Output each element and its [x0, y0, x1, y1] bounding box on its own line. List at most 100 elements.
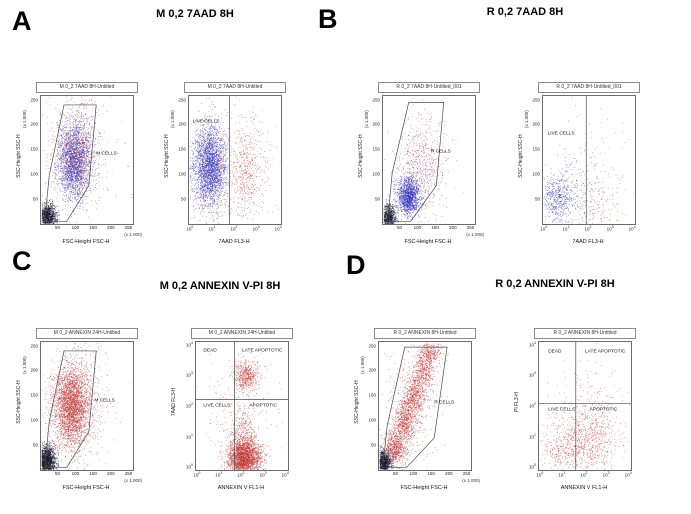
y-axis-ticks: 50 100 150 200 250 — [171, 95, 187, 223]
x-axis-ticks: 50 100 150 200 250 — [40, 225, 132, 232]
plot-box-title: M 0_2 7AAD 8H-Untitled — [184, 82, 286, 93]
gate-label: R CELLS — [430, 149, 451, 155]
plot-box-title: R 0_2 ANNEXIN 8H-Untitled — [534, 328, 636, 339]
axis-tick: 104 — [274, 225, 282, 232]
quad-label-live-cells: LIVE CELLS — [203, 403, 231, 409]
axis-tick: 50 — [54, 225, 60, 230]
axis-tick: 103 — [259, 471, 267, 478]
axis-tick: 100 — [529, 463, 536, 470]
panel-title-c: M 0,2 ANNEXIN V-PI 8H — [159, 280, 281, 292]
axis-tick: 100 — [409, 471, 418, 476]
quad-label-dead: DEAD — [548, 349, 562, 355]
axis-tick: 100 — [372, 171, 380, 177]
axis-tick: 104 — [281, 471, 289, 478]
axis-tick: 250 — [30, 343, 38, 349]
quad-label-late-apoptotic: LATE APOPTOTIC — [585, 349, 626, 355]
axis-tick: 103 — [252, 225, 260, 232]
plot-area: R CELLS — [378, 341, 472, 471]
x-axis-label: FSC-Height FSC-H — [62, 485, 110, 491]
axis-tick: 150 — [89, 225, 97, 230]
facs-plot-a1-fsc-ssc: M 0_2 7AAD 8H-Untitled (x 1.000) SSC-Hei… — [10, 82, 150, 254]
plot-box-title: R 0_2 7AAD 8H-Untitled_001 — [378, 82, 480, 93]
x-axis-label: FSC-Height FSC-H — [404, 239, 452, 245]
axis-tick: 200 — [107, 225, 115, 230]
scatter-canvas — [189, 96, 281, 224]
scatter-canvas — [41, 342, 133, 470]
plot-area: M CELLS — [40, 341, 134, 471]
quad-label-late-apoptotic: LATE APOPTOTIC — [242, 348, 283, 354]
axis-tick: 50 — [534, 196, 540, 202]
x-axis-ticks: 100 101 102 103 104 — [186, 225, 282, 232]
axis-tick: 250 — [124, 225, 133, 230]
facs-plot-d2-annexin-quad: R 0_2 ANNEXIN 8H-Untitled PI FL3-H 100 10… — [508, 328, 648, 500]
axis-tick: 150 — [372, 146, 380, 152]
x-axis-multiplier: (x 1.000) — [124, 478, 142, 483]
axis-tick: 100 — [540, 225, 548, 232]
facs-plot-b2-7aad: R 0_2 7AAD 8H-Untitled_001 (x 1.000) SSC… — [512, 82, 652, 254]
panel-title-a: M 0,2 7AAD 8H — [156, 8, 234, 20]
x-axis-label: FSC-Height FSC-H — [62, 239, 110, 245]
axis-tick: 101 — [562, 225, 570, 232]
x-axis-multiplier: (x 1.000) — [462, 478, 480, 483]
axis-tick: 150 — [431, 225, 439, 230]
x-axis-ticks: 50 100 150 200 250 — [382, 225, 474, 232]
plot-area: DEAD LATE APOPTOTIC LIVE CELLS APOPTOTIC — [538, 341, 632, 471]
axis-tick: 200 — [30, 121, 38, 127]
panel-title-d: R 0,2 ANNEXIN V-PI 8H — [495, 278, 615, 290]
axis-tick: 200 — [372, 121, 380, 127]
axis-tick: 200 — [532, 121, 540, 127]
axis-tick: 103 — [186, 371, 193, 378]
axis-tick: 250 — [178, 97, 186, 103]
axis-tick: 200 — [368, 367, 376, 373]
axis-tick: 150 — [427, 471, 435, 476]
scatter-canvas — [196, 342, 288, 470]
x-axis-label: ANNEXIN V FL1-H — [217, 485, 265, 491]
quad-label-dead: DEAD — [203, 348, 217, 354]
axis-tick: 200 — [178, 121, 186, 127]
y-axis-ticks: 50 100 150 200 250 — [23, 95, 39, 223]
gate-label: R CELLS — [434, 400, 455, 406]
axis-tick: 101 — [186, 432, 193, 439]
axis-tick: 150 — [30, 392, 38, 398]
axis-tick: 200 — [107, 471, 115, 476]
axis-tick: 103 — [529, 371, 536, 378]
axis-tick: 100 — [368, 417, 376, 423]
panel-letter-d: D — [346, 250, 366, 280]
plot-area: DEAD LATE APOPTOTIC LIVE CELLS APOPTOTIC — [195, 341, 289, 471]
quad-label-apoptotic: APOPTOTIC — [589, 407, 618, 413]
axis-tick: 102 — [230, 225, 238, 232]
scatter-canvas — [539, 342, 631, 470]
axis-tick: 102 — [186, 401, 193, 409]
plot-area: LIVE CELLS — [188, 95, 282, 225]
quad-label-live-cells: LIVE CELLS — [548, 407, 576, 413]
panel-letter-b: B — [318, 4, 338, 34]
x-axis-label: FSC-Height FSC-H — [400, 485, 448, 491]
axis-tick: 150 — [89, 471, 97, 476]
gate-label: LIVE CELLS — [547, 131, 575, 137]
gate-label: M CELLS — [96, 151, 117, 157]
axis-tick: 50 — [32, 196, 38, 202]
plot-area: LIVE CELLS — [542, 95, 636, 225]
axis-tick: 101 — [558, 471, 566, 478]
scatter-canvas — [379, 342, 471, 470]
axis-tick: 100 — [532, 171, 540, 177]
y-axis-ticks: 50 100 150 200 250 — [23, 341, 39, 469]
axis-tick: 50 — [32, 442, 38, 448]
axis-tick: 100 — [186, 225, 194, 232]
y-axis-ticks: 100 101 102 103 104 — [521, 340, 537, 470]
plot-box-title: M 0_2 7AAD 8H-Untitled — [36, 82, 138, 93]
plot-box-title: R 0_2 ANNEXIN 8H-Untitled — [374, 328, 476, 339]
quad-label-apoptotic: APOPTOTIC — [249, 403, 277, 409]
scatter-canvas — [41, 96, 133, 224]
plot-box-title: M 0_2 ANNEXIN 24H-Untitled — [36, 328, 138, 339]
facs-plot-a2-7aad: M 0_2 7AAD 8H-Untitled (x 1.000) SSC-Hei… — [158, 82, 298, 254]
axis-tick: 250 — [462, 471, 471, 476]
y-axis-ticks: 100 101 102 103 104 — [178, 340, 194, 469]
plot-area: M CELLS — [40, 95, 134, 225]
axis-tick: 100 — [30, 171, 38, 177]
x-axis-multiplier: (x 1.000) — [124, 232, 142, 237]
plot-area: R CELLS — [382, 95, 476, 225]
axis-tick: 250 — [368, 343, 376, 349]
axis-tick: 101 — [215, 471, 223, 478]
axis-tick: 50 — [54, 471, 60, 476]
